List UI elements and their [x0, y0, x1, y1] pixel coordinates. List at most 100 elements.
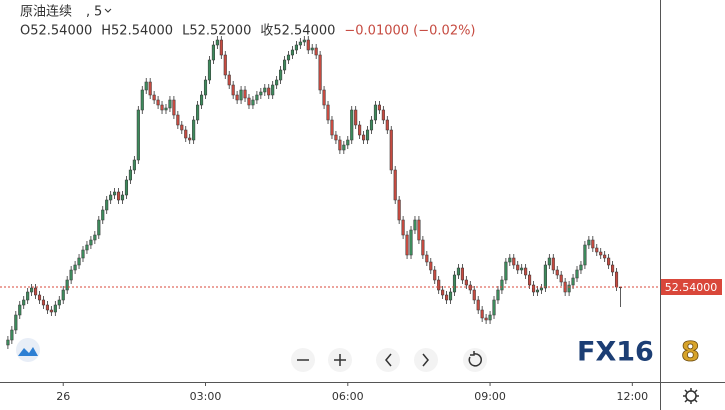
- candle-body: [555, 269, 559, 276]
- candle-body: [350, 109, 354, 141]
- candle-body: [243, 89, 247, 99]
- candle-body: [504, 261, 508, 281]
- interval-chevron[interactable]: [104, 8, 112, 13]
- candle-body: [251, 99, 255, 106]
- candle-body: [528, 274, 532, 286]
- candle-body: [599, 251, 603, 256]
- candle-body: [192, 119, 196, 141]
- candle-body: [559, 274, 563, 283]
- candle-body: [583, 244, 587, 266]
- candle-body: [500, 279, 504, 291]
- candle-body: [69, 269, 73, 281]
- candle-body: [480, 309, 484, 319]
- candle-body: [109, 194, 113, 201]
- candle-body: [30, 287, 34, 293]
- candle-body: [551, 257, 555, 271]
- candle-body: [247, 97, 251, 106]
- candle-body: [26, 291, 30, 301]
- candle-body: [524, 267, 528, 276]
- candle-body: [460, 267, 464, 281]
- candle-body: [22, 299, 26, 306]
- candle-body: [298, 41, 302, 46]
- x-tick-label: 06:00: [332, 390, 364, 403]
- candle-body: [211, 44, 215, 61]
- candle-body: [611, 264, 615, 273]
- interval[interactable]: 5: [94, 5, 102, 20]
- candle-body: [433, 269, 437, 281]
- ohlc-value: H52.54000: [101, 24, 173, 39]
- candle-body: [369, 119, 374, 131]
- candle-body: [18, 304, 22, 316]
- ohlc-value: O52.54000: [20, 24, 92, 39]
- reset-button[interactable]: [463, 348, 487, 372]
- candle-body: [255, 94, 259, 101]
- candle-body: [492, 299, 496, 316]
- candle-body: [140, 89, 144, 111]
- candle-body: [389, 129, 393, 171]
- candle-body: [508, 257, 512, 263]
- candle-body: [164, 107, 168, 111]
- scroll-left-icon: [385, 353, 392, 367]
- scroll-left-button[interactable]: [376, 348, 400, 372]
- candle-body: [203, 79, 208, 96]
- candle-body: [286, 54, 291, 61]
- settings-icon[interactable]: [683, 388, 699, 404]
- candle-body: [591, 239, 595, 249]
- last-price-box: [661, 279, 722, 295]
- candle-body: [219, 39, 223, 56]
- candle-body: [105, 199, 109, 211]
- candle-body: [207, 59, 212, 81]
- candle-body: [575, 269, 579, 279]
- candle-body: [239, 89, 243, 101]
- candle-body: [520, 267, 524, 271]
- candle-body: [49, 309, 53, 313]
- candle-body: [354, 109, 358, 126]
- candle-body: [184, 129, 188, 139]
- candle-body: [93, 234, 97, 241]
- tradingview-logo[interactable]: [16, 338, 40, 362]
- candle-body: [607, 257, 611, 266]
- candle-body: [188, 137, 192, 141]
- candle-body: [97, 219, 101, 236]
- candle-body: [73, 264, 77, 271]
- candle-body: [322, 89, 326, 106]
- candle-body: [89, 239, 93, 246]
- candle-body: [405, 234, 409, 256]
- candle-body: [346, 139, 350, 146]
- candle-body: [85, 244, 89, 251]
- candle-body: [156, 99, 160, 106]
- scroll-right-button[interactable]: [414, 348, 438, 372]
- x-tick-label: 09:00: [474, 390, 506, 403]
- symbol: 原油连续: [20, 4, 72, 20]
- candle-body: [176, 114, 180, 126]
- candle-body: [101, 209, 105, 221]
- candle-body: [484, 317, 488, 321]
- candle-body: [488, 314, 492, 321]
- candle-body: [10, 329, 14, 341]
- candle-body: [128, 169, 132, 181]
- candle-body: [152, 94, 156, 101]
- candle-body: [6, 339, 10, 346]
- candle-body: [393, 169, 397, 201]
- candle-body: [160, 104, 164, 111]
- candle-body: [539, 287, 543, 291]
- candle-body: [413, 219, 417, 231]
- candle-body: [496, 289, 500, 301]
- candle-body: [448, 291, 453, 301]
- plot-area: [0, 36, 660, 349]
- candle-body: [65, 279, 69, 291]
- candle-body: [543, 264, 547, 289]
- candle-body: [425, 254, 429, 263]
- candle-body: [547, 257, 551, 266]
- candle-body: [334, 134, 338, 141]
- x-tick-label: 26: [56, 390, 70, 403]
- candle-body: [531, 284, 536, 293]
- candle-body: [172, 99, 176, 116]
- candle-body: [456, 267, 460, 276]
- candle-body: [445, 294, 449, 301]
- candle-body: [338, 139, 342, 151]
- zoom-in-icon: [334, 354, 346, 366]
- candle-body: [306, 39, 310, 51]
- candle-body: [362, 134, 366, 141]
